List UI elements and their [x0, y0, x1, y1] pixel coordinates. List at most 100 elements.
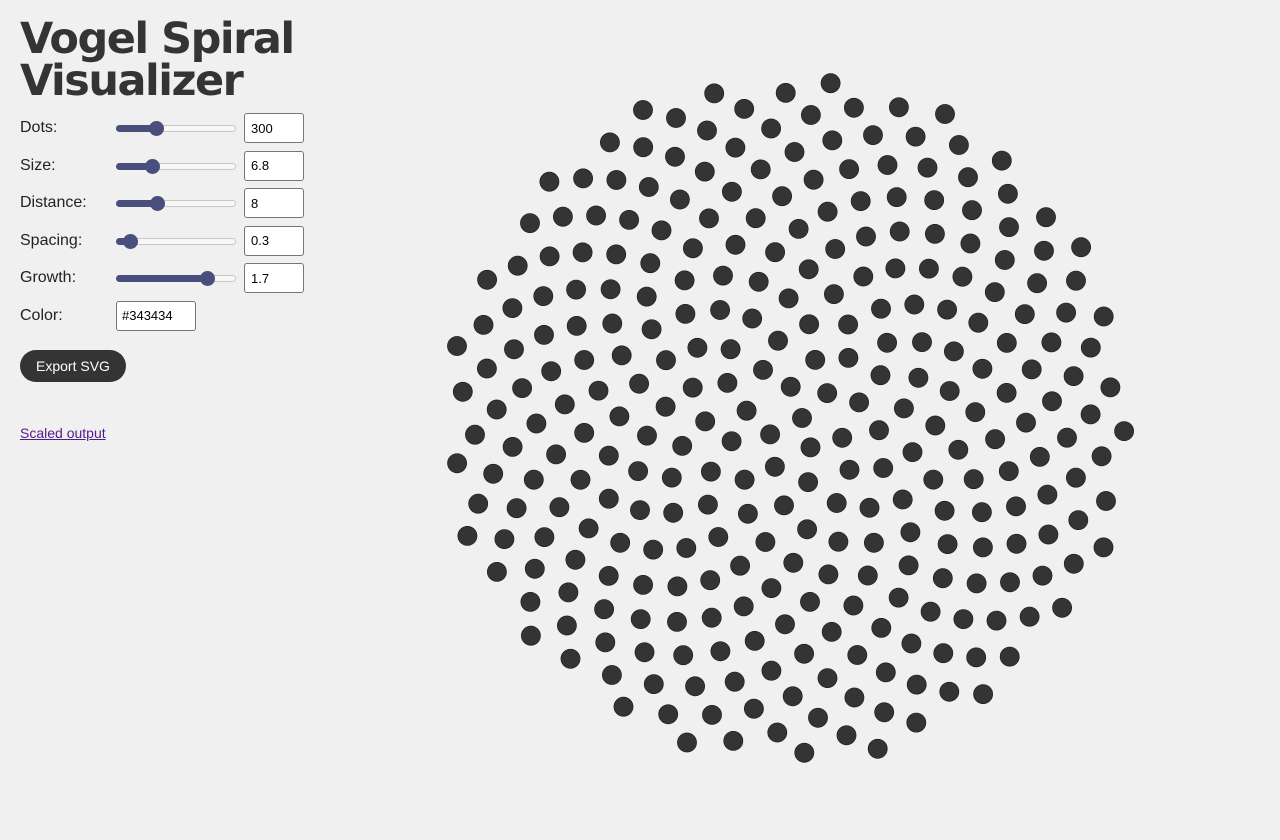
spiral-dot — [801, 105, 821, 125]
spiral-dot — [1027, 273, 1048, 294]
spiral-dot — [1041, 332, 1062, 353]
growth-input[interactable]: 1.7 — [244, 263, 304, 293]
spiral-dot — [675, 303, 696, 324]
spiral-dot — [853, 266, 874, 287]
spiral-dot — [906, 712, 927, 733]
size-slider[interactable] — [116, 158, 236, 174]
spiral-dot — [570, 469, 591, 490]
spiral-dot — [908, 367, 929, 388]
spiral-dot — [889, 221, 910, 242]
spacing-slider[interactable] — [116, 233, 236, 249]
spiral-dot — [723, 731, 744, 751]
spiral-dot — [892, 489, 913, 510]
spiral-dot — [697, 120, 717, 141]
spiral-dot — [817, 201, 838, 222]
spiral-dot — [465, 424, 485, 445]
scaled-output-link[interactable]: Scaled output — [20, 425, 106, 441]
spiral-dot — [725, 234, 746, 255]
control-panel: Vogel Spiral Visualizer Dots: 300 Size: — [20, 18, 320, 443]
spiral-dot — [630, 609, 651, 630]
distance-input[interactable]: 8 — [244, 188, 304, 218]
spiral-dot — [683, 238, 703, 259]
spiral-dot — [573, 168, 594, 189]
spiral-dot — [800, 592, 820, 612]
spiral-dot — [972, 502, 992, 523]
spiral-dot — [912, 332, 932, 353]
spiral-dot — [925, 415, 946, 436]
spiral-dot — [932, 568, 953, 589]
growth-slider-thumb[interactable] — [200, 271, 216, 286]
spiral-dot — [534, 527, 555, 548]
size-slider-thumb[interactable] — [145, 158, 161, 174]
spiral-dot — [672, 435, 693, 456]
spiral-dot — [904, 294, 925, 315]
spiral-dot — [1063, 366, 1084, 387]
spiral-dot — [720, 339, 741, 360]
control-row-growth: Growth: 1.7 — [20, 263, 320, 293]
growth-slider[interactable] — [116, 270, 236, 286]
dots-slider-thumb[interactable] — [149, 121, 165, 136]
spiral-dot — [1032, 565, 1053, 586]
spiral-dot — [836, 725, 857, 746]
spiral-dot — [1093, 537, 1114, 558]
color-input[interactable]: #343434 — [116, 300, 196, 331]
spiral-dot — [780, 376, 801, 397]
spiral-dot — [798, 259, 819, 280]
spiral-dot — [985, 429, 1006, 450]
spiral-dot — [923, 469, 944, 490]
spiral-dot — [894, 398, 914, 419]
spiral-dot — [745, 208, 766, 229]
spacing-input[interactable]: 0.3 — [244, 225, 304, 256]
spiral-dot — [1006, 533, 1027, 554]
spiral-dot — [724, 671, 745, 692]
spiral-dot — [794, 742, 815, 763]
dots-input[interactable]: 300 — [244, 113, 304, 143]
spiral-dot — [958, 167, 978, 188]
spiral-dot — [944, 341, 964, 362]
spiral-dot — [774, 495, 794, 516]
spiral-dot — [1114, 421, 1135, 442]
spiral-dot — [637, 425, 657, 446]
distance-slider[interactable] — [116, 195, 236, 211]
spiral-dot — [1014, 304, 1035, 325]
spiral-dot — [628, 461, 649, 482]
spiral-dot — [506, 498, 527, 519]
size-input[interactable]: 6.8 — [244, 150, 304, 181]
spiral-dot — [700, 570, 721, 591]
spiral-dot — [1068, 510, 1089, 530]
spiral-dot — [1056, 302, 1077, 323]
dots-slider[interactable] — [116, 120, 236, 136]
spiral-dot — [1042, 391, 1062, 412]
spiral-dot — [917, 157, 938, 178]
spiral-dot — [767, 722, 788, 743]
spiral-dot — [821, 622, 842, 642]
spiral-dot — [1019, 606, 1040, 627]
spiral-dot — [818, 564, 839, 585]
spiral-dot — [935, 104, 955, 124]
spiral-dot — [594, 599, 615, 620]
spiral-dot — [998, 461, 1019, 482]
spiral-dot — [521, 625, 541, 646]
spiral-dot — [973, 684, 994, 705]
spiral-dot — [902, 442, 923, 463]
spiral-dot — [504, 339, 524, 360]
spiral-dot — [856, 226, 876, 247]
page-title: Vogel Spiral Visualizer — [20, 14, 295, 106]
spiral-dot — [534, 324, 554, 345]
spiral-dot — [822, 130, 843, 151]
controls: Dots: 300 Size: 6.8 Distance: — [20, 113, 320, 331]
distance-slider-thumb[interactable] — [150, 196, 166, 211]
spiral-dot — [560, 648, 581, 669]
spiral-dot — [609, 406, 630, 427]
spiral-dot — [699, 208, 719, 229]
spiral-dot — [687, 337, 708, 358]
spiral-dot — [629, 373, 650, 394]
spacing-slider-thumb[interactable] — [123, 233, 139, 249]
spiral-dot — [1080, 337, 1101, 358]
spiral-dot — [825, 239, 846, 259]
spiral-dot — [476, 358, 497, 379]
growth-slider-fill — [116, 275, 208, 282]
spiral-dot — [613, 696, 634, 717]
export-svg-button[interactable]: Export SVG — [20, 350, 126, 382]
